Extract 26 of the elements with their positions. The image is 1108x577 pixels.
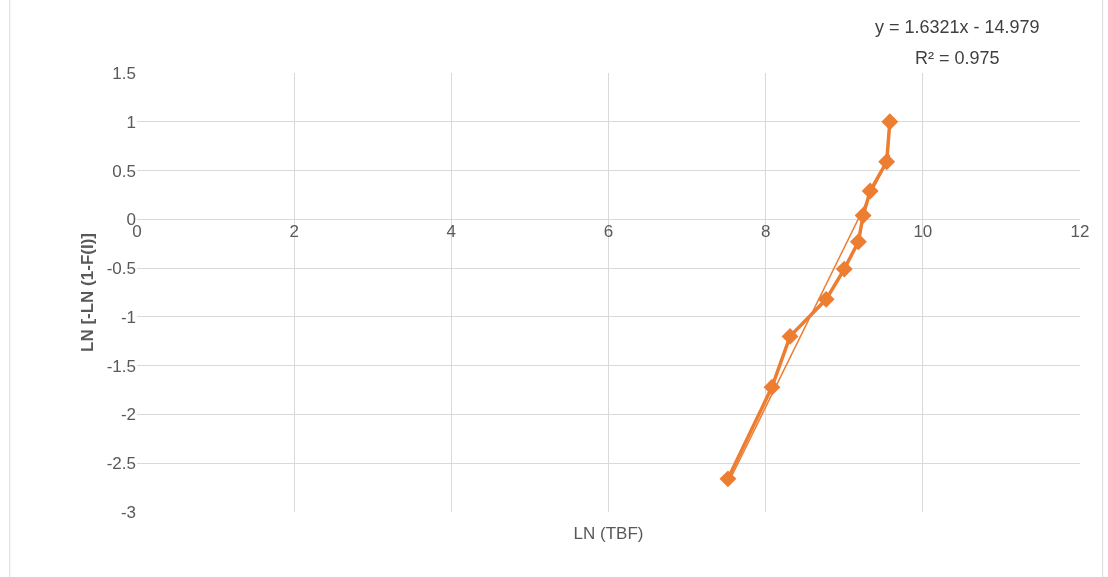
x-axis-title: LN (TBF): [573, 524, 644, 544]
x-tick-label: 2: [289, 222, 299, 242]
y-tick-label: -2.5: [106, 454, 136, 474]
point: [817, 290, 835, 308]
y-tick-label: -0.5: [106, 259, 136, 279]
x-tick-label: 8: [760, 222, 771, 242]
y-tick-label: -1: [120, 307, 136, 327]
x-tick-label: 12: [1070, 222, 1090, 242]
y-tick-label: 1: [126, 112, 136, 132]
text: R² = 0.975: [915, 48, 1000, 68]
y-axis-title: LN [-LN (1-F(I)]: [78, 233, 97, 352]
x-tick-label: 6: [603, 222, 614, 242]
text: y = 1.6321x - 14.979: [875, 17, 1040, 37]
y-tick-label: 1.5: [112, 63, 136, 83]
point: [719, 470, 737, 488]
x-tick-label: 10: [913, 222, 933, 242]
y-tick-label: 0.5: [112, 161, 136, 181]
y-tick-label: -2: [120, 405, 136, 425]
point: [781, 327, 799, 345]
y-tick-label: -3: [120, 502, 136, 522]
point: [849, 233, 867, 251]
x-tick-label: 4: [446, 222, 457, 242]
point: [878, 153, 896, 171]
y-tick-label: -1.5: [106, 356, 136, 376]
point: [881, 113, 899, 131]
point: [835, 260, 853, 278]
